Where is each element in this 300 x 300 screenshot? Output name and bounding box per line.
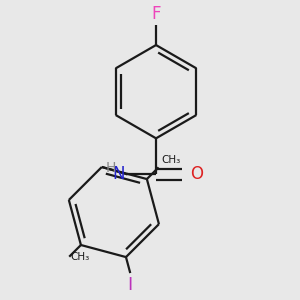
Text: O: O (190, 165, 204, 183)
Text: N: N (112, 165, 124, 183)
Text: CH₃: CH₃ (71, 252, 90, 262)
Text: H: H (106, 161, 116, 175)
Text: I: I (128, 276, 133, 294)
Text: F: F (151, 5, 161, 23)
Text: CH₃: CH₃ (161, 155, 180, 165)
